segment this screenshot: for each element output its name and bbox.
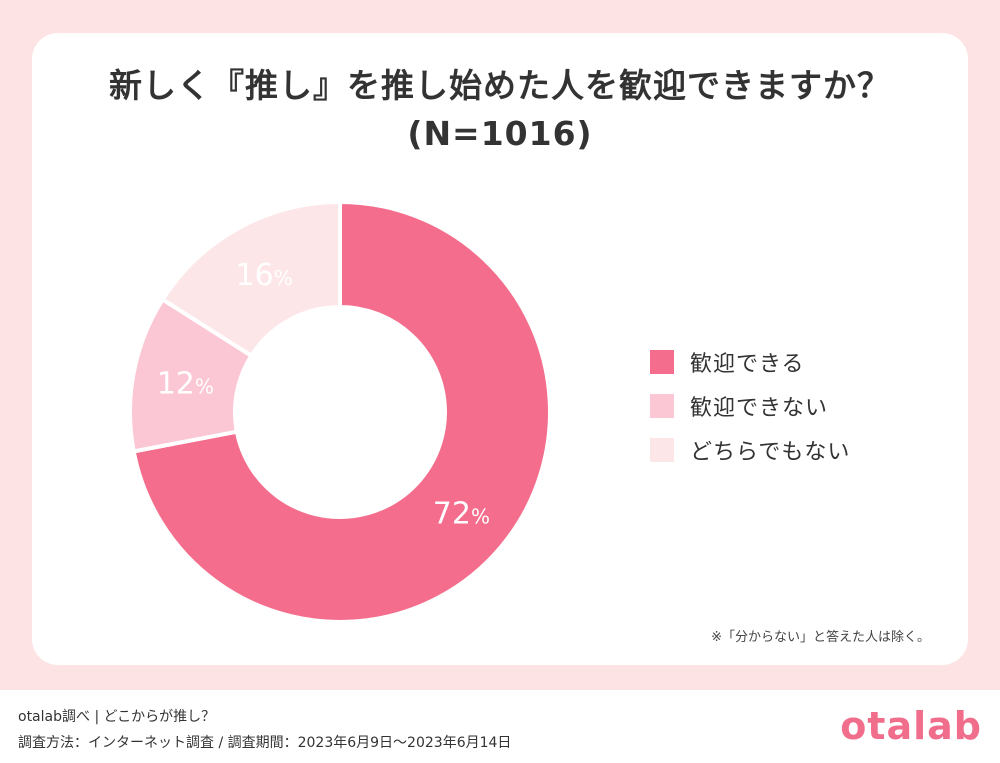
legend-label-neither: どちらでもない	[690, 440, 851, 465]
legend-swatch-neither	[650, 438, 674, 462]
legend-item-not-welcome: 歓迎できない	[650, 394, 850, 421]
chart-title: 新しく『推し』を推し始めた人を歓迎できますか？ (N=1016)	[0, 62, 1000, 158]
legend: 歓迎できる 歓迎できない どちらでもない	[650, 350, 850, 482]
footer: otalab調べ | どこからが推し？ 調査方法：インターネット調査 / 調査期…	[0, 690, 1000, 763]
legend-swatch-not-welcome	[650, 394, 674, 418]
chart-title-main: 新しく『推し』を推し始めた人を歓迎できますか？	[109, 66, 891, 105]
source-text: otalab調べ | どこからが推し？	[18, 709, 216, 725]
footnote: ※「分からない」と答えた人は除く。	[711, 630, 930, 645]
legend-label-not-welcome: 歓迎できない	[690, 396, 829, 421]
data-label-neither: 16%	[236, 258, 293, 293]
chart-subtitle: (N=1016)	[407, 114, 593, 153]
legend-item-neither: どちらでもない	[650, 438, 850, 465]
legend-swatch-welcome	[650, 350, 674, 374]
legend-item-welcome: 歓迎できる	[650, 350, 850, 377]
legend-label-welcome: 歓迎できる	[690, 352, 805, 377]
data-label-welcome: 72%	[433, 496, 490, 531]
data-label-not-welcome: 12%	[157, 366, 214, 401]
survey-method-text: 調査方法：インターネット調査 / 調査期間：2023年6月9日〜2023年6月1…	[18, 735, 512, 751]
otalab-logo: otalab	[840, 704, 982, 748]
slice-welcome	[131, 199, 552, 624]
slice-neither	[159, 199, 342, 359]
